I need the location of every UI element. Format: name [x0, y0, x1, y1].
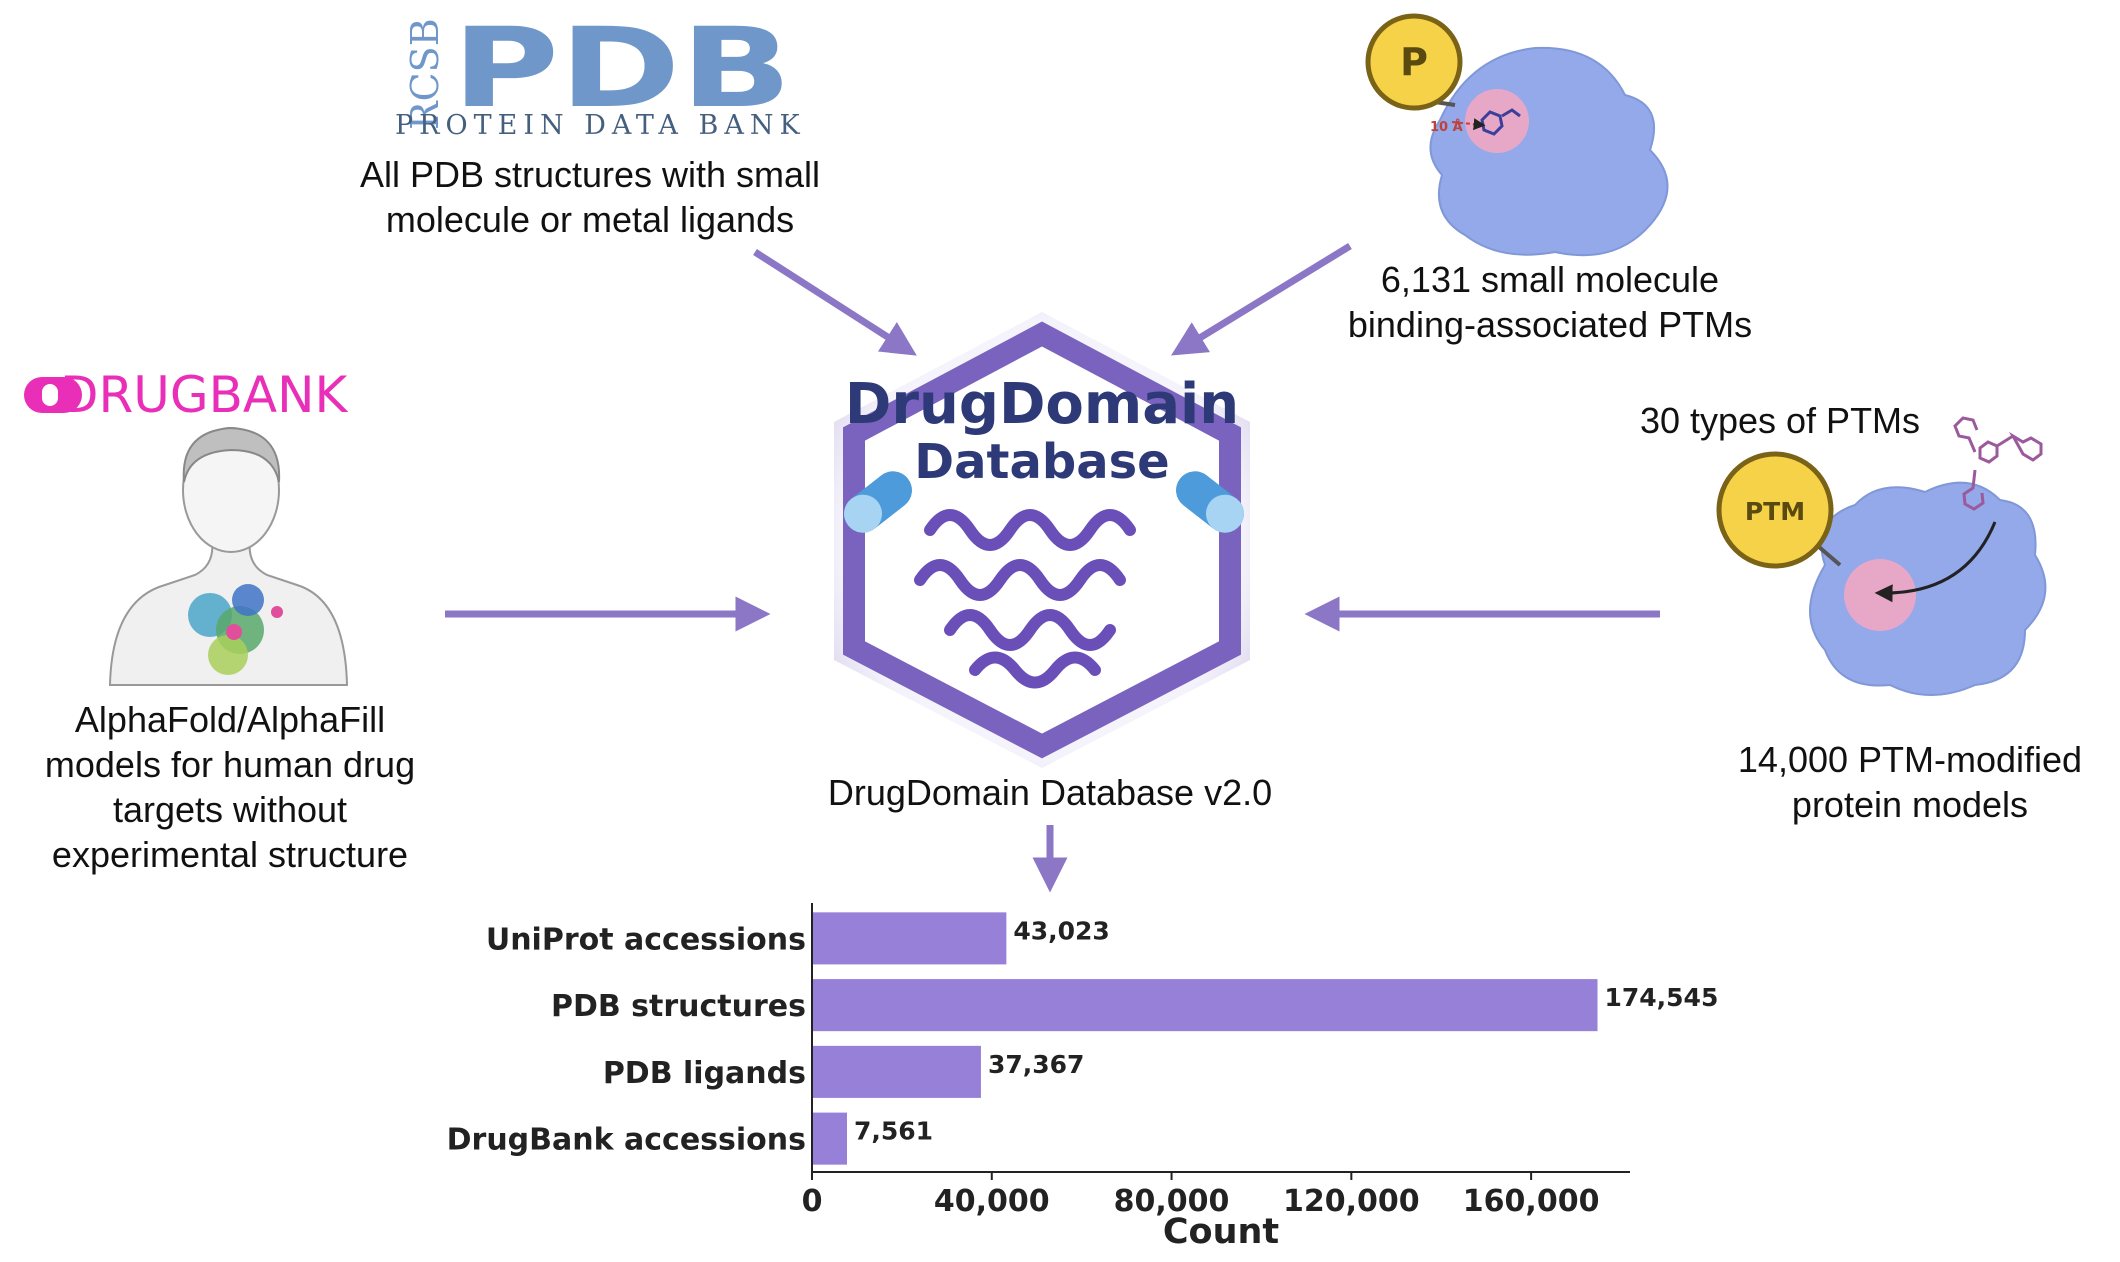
category-label: PDB structures	[551, 989, 806, 1024]
bar	[813, 912, 1007, 965]
ptm-protein-icon: PTM	[1716, 416, 2047, 696]
x-axis-title: Count	[1163, 1212, 1279, 1252]
protein-helix-icon	[914, 509, 1136, 689]
center-caption-text: DrugDomain Database v2.0	[827, 772, 1273, 813]
distance-label: 10 Å	[1430, 119, 1463, 135]
x-tick-label: 40,000	[934, 1184, 1050, 1219]
ptm-types-label: 30 types of PTMs	[1639, 400, 1921, 441]
center-caption: DrugDomain Database v2.0	[770, 770, 1330, 815]
pdb-caption-line: All PDB structures with small	[359, 154, 821, 195]
bar	[813, 1045, 981, 1098]
rcsb-text: RCSB	[403, 18, 447, 130]
drugbank-wordmark: DRUGBANK	[60, 366, 348, 424]
bar	[813, 1112, 847, 1165]
value-label: 43,023	[1013, 916, 1109, 945]
arrow-from-pdb	[753, 249, 917, 356]
x-tick-label: 160,000	[1463, 1184, 1600, 1219]
x-tick-label: 80,000	[1114, 1184, 1230, 1219]
pill-left-icon	[844, 471, 912, 533]
drugbank-caption-line: targets without	[112, 789, 348, 830]
pdb-caption-line: molecule or metal ligands	[385, 199, 795, 240]
drugbank-logo: DRUGBANK	[24, 366, 348, 424]
bar-chart: UniProt accessions 43,023 PDB structures 17…	[447, 903, 1718, 1252]
value-label: 7,561	[854, 1117, 933, 1146]
ptm-top-caption: 6,131 small molecule binding-associated …	[1270, 257, 1830, 347]
pdb-subtitle: PROTEIN DATA BANK	[395, 110, 806, 141]
drugdomain-logo: DrugDomain Database	[834, 312, 1250, 768]
human-body-icon	[108, 426, 349, 686]
x-tick-label: 0	[802, 1184, 823, 1219]
category-label: DrugBank accessions	[447, 1123, 806, 1158]
logo-line2: Database	[914, 434, 1169, 490]
ptm-right-caption: 14,000 PTM-modified protein models	[1700, 737, 2120, 827]
ptm-badge-label: PTM	[1745, 497, 1805, 526]
x-tick-label: 120,000	[1283, 1184, 1420, 1219]
phospho-protein-icon: 10 Å P	[1365, 13, 1669, 257]
ptm-top-caption-line: 6,131 small molecule	[1380, 259, 1720, 300]
drugbank-caption: AlphaFold/AlphaFill models for human dru…	[10, 697, 450, 877]
value-label: 37,367	[988, 1050, 1084, 1079]
phospho-badge	[1365, 13, 1463, 111]
ptm-right-caption-line: 14,000 PTM-modified	[1737, 739, 2083, 780]
ptm-right-caption-line: protein models	[1791, 784, 2029, 825]
value-label: 174,545	[1604, 983, 1718, 1012]
drugbank-caption-line: experimental structure	[51, 834, 409, 875]
ptm-badge	[1716, 451, 1834, 569]
pdb-wordmark: PDB	[452, 4, 792, 132]
ligand-dot	[271, 606, 283, 618]
phospho-badge-label: P	[1400, 40, 1428, 84]
logo-line1: DrugDomain	[845, 372, 1239, 437]
category-label: PDB ligands	[603, 1056, 806, 1091]
category-label: UniProt accessions	[486, 922, 806, 957]
ptm-top-caption-line: binding-associated PTMs	[1347, 304, 1753, 345]
pdb-logo: RCSB PDB PROTEIN DATA BANK	[395, 4, 806, 141]
ptm-right-header: 30 types of PTMs	[1580, 398, 1980, 443]
pdb-caption: All PDB structures with small molecule o…	[290, 152, 890, 242]
drugbank-caption-line: models for human drug	[44, 744, 416, 785]
arrow-from-ptm-top	[1171, 243, 1352, 356]
pill-right-icon	[1176, 471, 1244, 533]
bar	[813, 979, 1598, 1032]
protein-structure-icon	[188, 584, 264, 675]
drugbank-caption-line: AlphaFold/AlphaFill	[74, 699, 386, 740]
